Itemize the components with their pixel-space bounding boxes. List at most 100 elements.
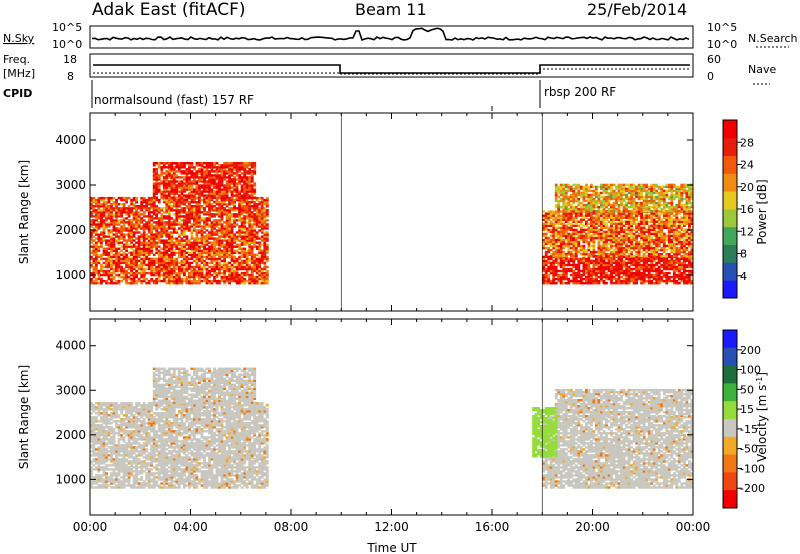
heatmap-cell [130, 277, 133, 281]
heatmap-cell [213, 245, 216, 248]
heatmap-cell [238, 166, 241, 169]
heatmap-cell [637, 220, 641, 223]
heatmap-cell [233, 164, 236, 167]
heatmap-cell [165, 184, 169, 187]
heatmap-cell [605, 277, 608, 281]
heatmap-cell [165, 271, 169, 275]
heatmap-cell [188, 207, 191, 210]
heatmap-cell [233, 215, 236, 218]
heatmap-cell [635, 210, 638, 213]
heatmap-cell [120, 221, 123, 224]
heatmap-cell [660, 236, 664, 240]
heatmap-cell [235, 194, 239, 197]
heatmap-cell [223, 184, 226, 187]
heatmap-cell [167, 239, 171, 242]
heatmap-cell [562, 246, 566, 250]
heatmap-cell [605, 214, 608, 217]
heatmap-cell [185, 265, 189, 269]
heatmap-cell [100, 211, 103, 214]
heatmap-cell [683, 277, 686, 281]
heatmap-cell [240, 261, 244, 265]
heatmap-cell [177, 166, 181, 169]
heatmap-cell [688, 214, 691, 217]
heatmap-cell [150, 219, 154, 222]
heatmap-cell [579, 269, 583, 273]
heatmap-cell [250, 170, 254, 173]
heatmap-cell [675, 224, 679, 227]
heatmap-cell [200, 205, 204, 208]
heatmap-cell [567, 282, 571, 285]
heatmap-cell [552, 273, 556, 277]
heatmap-cell [185, 178, 189, 181]
heatmap-cell [655, 255, 659, 259]
heatmap-cell [255, 209, 259, 212]
heatmap-cell [617, 212, 621, 215]
heatmap-cell [145, 221, 149, 224]
heatmap-cell [617, 222, 621, 225]
heatmap-cell [195, 182, 199, 185]
heatmap-cell [100, 198, 103, 202]
heatmap-cell [147, 213, 151, 216]
heatmap-cell [162, 225, 166, 228]
heatmap-cell [650, 263, 654, 267]
heatmap-cell [592, 240, 596, 244]
heatmap-cell [152, 261, 156, 265]
heatmap-cell [223, 211, 226, 214]
heatmap-cell [185, 267, 189, 271]
heatmap-cell [188, 257, 191, 261]
heatmap-cell [652, 234, 656, 238]
heatmap-cell [552, 261, 556, 265]
heatmap-cell [243, 186, 247, 189]
heatmap-cell [569, 216, 573, 219]
heatmap-cell [183, 227, 186, 230]
heatmap-cell [205, 237, 209, 240]
heatmap-cell [238, 219, 241, 222]
heatmap-cell [559, 259, 563, 263]
nsky-tick-low: 10^0 [52, 38, 82, 51]
heatmap-cell [587, 232, 591, 236]
heatmap-cell [640, 228, 643, 232]
heatmap-cell [672, 275, 676, 279]
heatmap-cell [195, 253, 199, 256]
heatmap-cell [100, 245, 103, 248]
heatmap-cell [590, 277, 593, 281]
heatmap-cell [610, 279, 613, 283]
heatmap-cell [135, 279, 138, 283]
heatmap-cell [165, 221, 169, 224]
heatmap-cell [127, 229, 131, 232]
heatmap-cell [617, 279, 621, 283]
heatmap-cell [672, 220, 676, 223]
heatmap-cell [233, 198, 236, 202]
heatmap-cell [662, 265, 666, 269]
heatmap-cell [140, 217, 144, 220]
heatmap-cell [562, 265, 566, 269]
heatmap-cell [587, 248, 591, 252]
heatmap-cell [167, 184, 171, 187]
heatmap-cell [122, 229, 126, 232]
heatmap-cell [220, 209, 224, 212]
heatmap-cell [685, 242, 689, 246]
heatmap-cell [240, 237, 244, 240]
heatmap-cell [130, 251, 133, 254]
heatmap-cell [610, 224, 613, 227]
heatmap-cell [250, 217, 254, 220]
heatmap-cell [215, 229, 219, 232]
heatmap-cell [172, 168, 176, 171]
heatmap-cell [630, 261, 633, 265]
heatmap-cell [105, 269, 108, 273]
heatmap-cell [572, 220, 576, 223]
heatmap-cell [650, 224, 654, 227]
heatmap-cell [238, 170, 241, 173]
heatmap-cell [240, 249, 244, 252]
heatmap-cell [230, 164, 234, 167]
heatmap-cell [248, 251, 252, 254]
heatmap-cell [630, 226, 633, 229]
heatmap-cell [140, 227, 144, 230]
heatmap-cell [190, 190, 194, 193]
heatmap-cell [632, 277, 636, 281]
heatmap-cell [552, 228, 556, 232]
heatmap-cell [559, 277, 563, 281]
heatmap-cell [615, 222, 618, 225]
heatmap-cell [198, 245, 201, 248]
heatmap-cell [110, 205, 113, 208]
